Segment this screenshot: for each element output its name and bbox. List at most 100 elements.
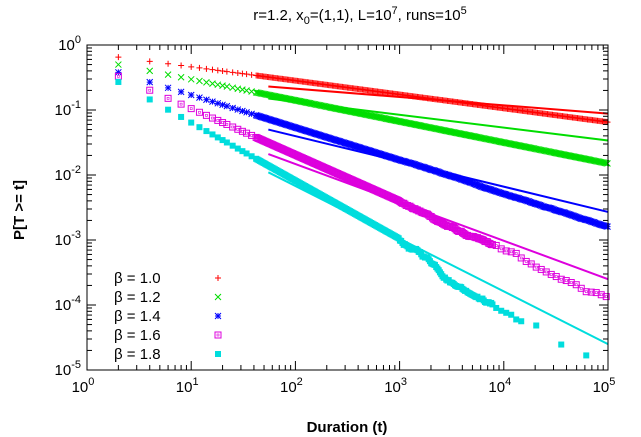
data-point bbox=[219, 82, 226, 89]
data-point bbox=[513, 316, 520, 323]
data-point bbox=[203, 128, 210, 135]
chart-title: r=1.2, x0=(1,1), L=107, runs=105 bbox=[253, 5, 467, 27]
data-point bbox=[196, 124, 203, 131]
data-point bbox=[115, 61, 122, 68]
data-point bbox=[178, 62, 185, 69]
plot-frame bbox=[86, 44, 609, 371]
data-point bbox=[178, 113, 185, 120]
data-point bbox=[215, 351, 221, 357]
data-point bbox=[209, 80, 216, 87]
data-point bbox=[601, 159, 609, 167]
data-point bbox=[572, 213, 580, 221]
data-point bbox=[572, 281, 580, 289]
data-point bbox=[522, 257, 530, 265]
title-part: 0 bbox=[304, 15, 310, 27]
data-point bbox=[188, 63, 195, 70]
data-point bbox=[493, 304, 500, 311]
data-point bbox=[508, 311, 515, 318]
x-tick-label: 103 bbox=[384, 376, 407, 396]
data-point bbox=[497, 189, 505, 197]
data-point bbox=[209, 131, 216, 138]
data-point bbox=[239, 107, 246, 115]
data-point bbox=[502, 247, 510, 255]
data-point bbox=[203, 96, 210, 104]
title-part: 5 bbox=[461, 5, 467, 17]
data-point bbox=[229, 142, 236, 149]
data-point bbox=[195, 108, 203, 116]
legend-label: β = 1.4 bbox=[114, 308, 161, 325]
title-part: , runs=10 bbox=[398, 7, 461, 24]
data-point bbox=[515, 194, 523, 202]
data-points bbox=[114, 54, 611, 359]
data-point bbox=[444, 171, 451, 179]
data-point bbox=[214, 134, 221, 141]
data-point bbox=[583, 352, 590, 359]
data-point bbox=[234, 145, 241, 152]
data-point bbox=[214, 312, 222, 320]
data-point bbox=[219, 137, 226, 144]
data-point bbox=[533, 322, 540, 329]
data-point bbox=[196, 77, 203, 85]
x-tick-label: 101 bbox=[176, 376, 199, 396]
y-tick-label: 10-1 bbox=[55, 99, 81, 119]
data-point bbox=[558, 341, 565, 348]
data-point bbox=[587, 288, 595, 296]
data-point bbox=[165, 60, 172, 67]
data-point bbox=[203, 65, 210, 72]
data-point bbox=[461, 177, 469, 184]
data-point bbox=[187, 91, 195, 99]
data-point bbox=[196, 64, 203, 71]
data-point bbox=[243, 129, 251, 137]
series-4 bbox=[114, 72, 610, 301]
y-tick-labels: 10-5 10-4 10-3 10-2 10-1 100 bbox=[55, 34, 81, 379]
data-point bbox=[567, 279, 575, 287]
y-tick-label: 100 bbox=[58, 34, 81, 54]
data-point bbox=[239, 86, 246, 93]
data-point bbox=[234, 106, 242, 113]
data-point bbox=[592, 289, 600, 297]
data-point bbox=[214, 67, 221, 74]
data-point bbox=[146, 58, 153, 65]
x-tick-label: 105 bbox=[593, 376, 616, 396]
data-point bbox=[115, 78, 122, 85]
y-tick-label: 10-4 bbox=[55, 294, 81, 314]
data-point bbox=[202, 111, 210, 119]
data-point bbox=[542, 268, 550, 276]
data-point bbox=[243, 87, 250, 94]
fit-lines bbox=[267, 85, 609, 346]
x-axis-label: Duration (t) bbox=[307, 419, 388, 436]
data-point bbox=[479, 183, 486, 191]
data-point bbox=[498, 307, 505, 314]
fit-line-3 bbox=[268, 128, 609, 213]
legend-label: β = 1.6 bbox=[114, 327, 161, 344]
data-point bbox=[219, 119, 227, 127]
data-point bbox=[188, 119, 195, 126]
data-point bbox=[209, 98, 216, 106]
data-point bbox=[165, 106, 172, 113]
data-point bbox=[146, 86, 154, 94]
data-point bbox=[208, 114, 216, 122]
data-point bbox=[177, 73, 185, 81]
data-point bbox=[507, 248, 515, 256]
data-point bbox=[248, 110, 255, 118]
legend-label: β = 1.2 bbox=[114, 289, 161, 306]
data-point bbox=[526, 198, 534, 206]
data-point bbox=[470, 180, 478, 187]
data-point bbox=[229, 84, 237, 92]
data-point bbox=[518, 318, 525, 325]
data-point bbox=[214, 331, 222, 339]
data-point bbox=[229, 104, 237, 112]
y-axis-label: P[T >= t] bbox=[11, 180, 28, 240]
data-point bbox=[215, 275, 221, 281]
data-point bbox=[497, 245, 505, 253]
data-point bbox=[512, 249, 520, 257]
x-tick-label: 102 bbox=[280, 376, 303, 396]
data-point bbox=[203, 79, 210, 86]
data-point bbox=[489, 301, 496, 308]
series-5 bbox=[115, 78, 590, 359]
data-point bbox=[243, 108, 250, 116]
data-point bbox=[550, 206, 558, 213]
data-point bbox=[146, 67, 154, 75]
data-point bbox=[239, 148, 246, 155]
data-point bbox=[234, 70, 241, 77]
